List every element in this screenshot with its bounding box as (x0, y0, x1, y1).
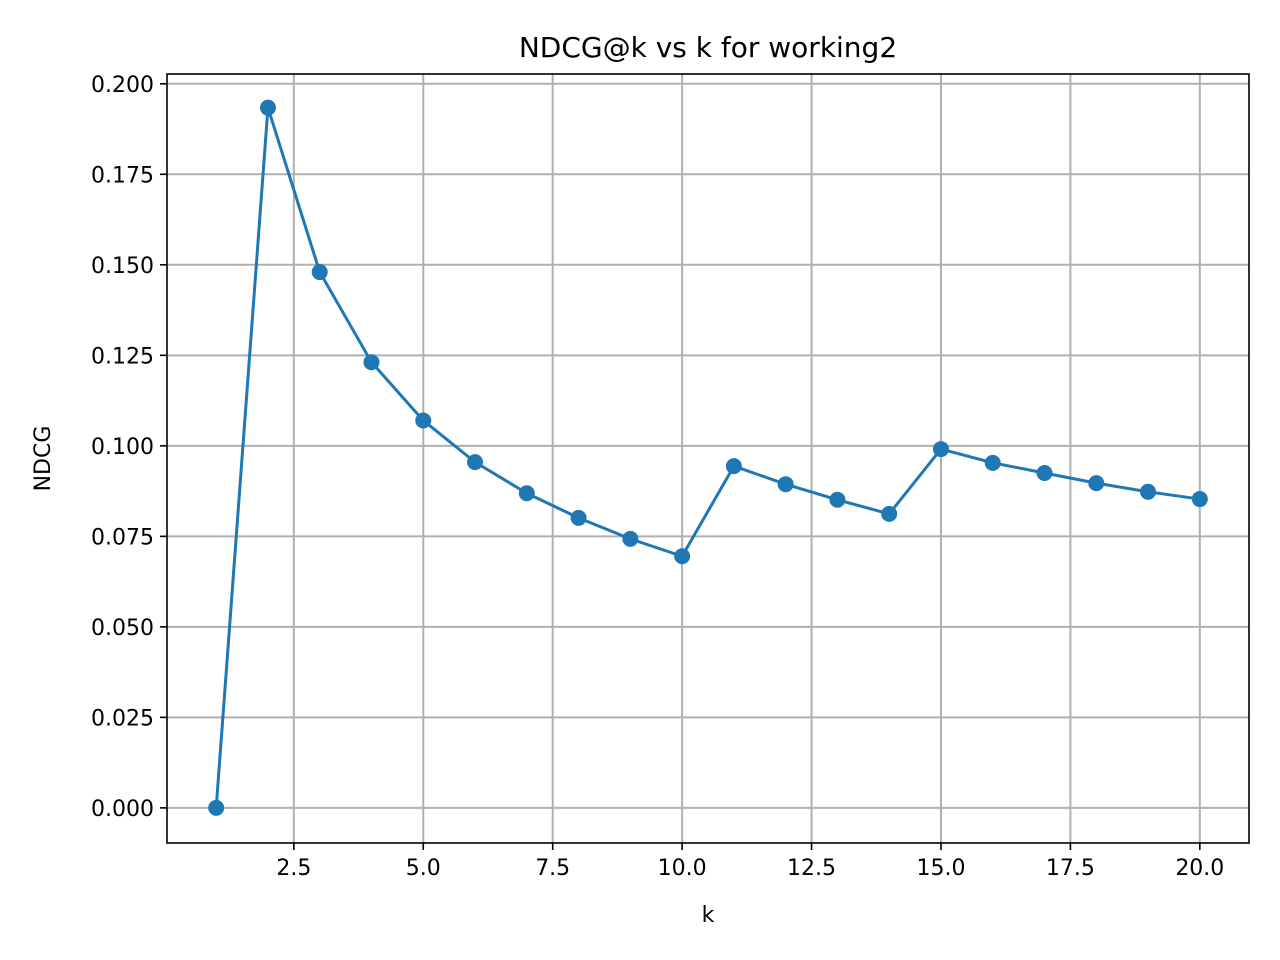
y-tick-label: 0.075 (91, 525, 154, 550)
data-point-marker (777, 476, 794, 493)
y-tick-label: 0.125 (91, 344, 154, 369)
x-tick-label: 5.0 (406, 856, 441, 881)
data-point-marker (259, 99, 276, 116)
data-point-marker (829, 491, 846, 508)
y-tick-label: 0.175 (91, 163, 154, 188)
x-axis-label: k (702, 903, 715, 928)
data-point-marker (984, 454, 1001, 471)
data-point-marker (570, 509, 587, 526)
data-point-marker (1036, 464, 1053, 481)
series-layer (208, 99, 1208, 816)
x-tick-label: 20.0 (1175, 856, 1224, 881)
y-tick-label: 0.200 (91, 73, 154, 98)
series-line (214, 106, 1202, 810)
x-axis-ticks: 2.5 5.0 7.5 10.0 12.5 15.0 17.5 20.0 (276, 843, 1224, 881)
data-point-marker (932, 441, 949, 458)
x-tick-label: 7.5 (535, 856, 570, 881)
data-point-marker (1140, 483, 1157, 500)
grid-layer (167, 74, 1249, 843)
data-point-marker (1088, 475, 1105, 492)
plot-area-frame (166, 73, 1250, 844)
y-tick-label: 0.050 (91, 616, 154, 641)
x-tick-label: 2.5 (276, 856, 311, 881)
data-point-marker (1191, 491, 1208, 508)
data-point-marker (467, 454, 484, 471)
y-axis-ticks: 0.000 0.025 0.050 0.075 0.100 0.125 0.150 0.175… (91, 73, 167, 822)
data-point-marker (622, 530, 639, 547)
x-tick-label: 12.5 (787, 856, 836, 881)
chart-title: NDCG@k vs k for working2 (519, 31, 897, 64)
x-tick-label: 17.5 (1046, 856, 1095, 881)
x-tick-label: 10.0 (658, 856, 707, 881)
data-point-marker (881, 505, 898, 522)
y-tick-label: 0.150 (91, 254, 154, 279)
data-point-marker (415, 412, 432, 429)
data-point-marker (208, 799, 225, 816)
y-tick-label: 0.000 (91, 797, 154, 822)
data-point-marker (311, 264, 328, 281)
data-point-marker (725, 458, 742, 475)
data-point-marker (363, 354, 380, 371)
y-tick-label: 0.025 (91, 706, 154, 731)
x-tick-label: 15.0 (916, 856, 965, 881)
y-tick-label: 0.100 (91, 435, 154, 460)
y-axis-label: NDCG (31, 426, 56, 492)
data-point-marker (518, 485, 535, 502)
data-point-marker (674, 548, 691, 565)
